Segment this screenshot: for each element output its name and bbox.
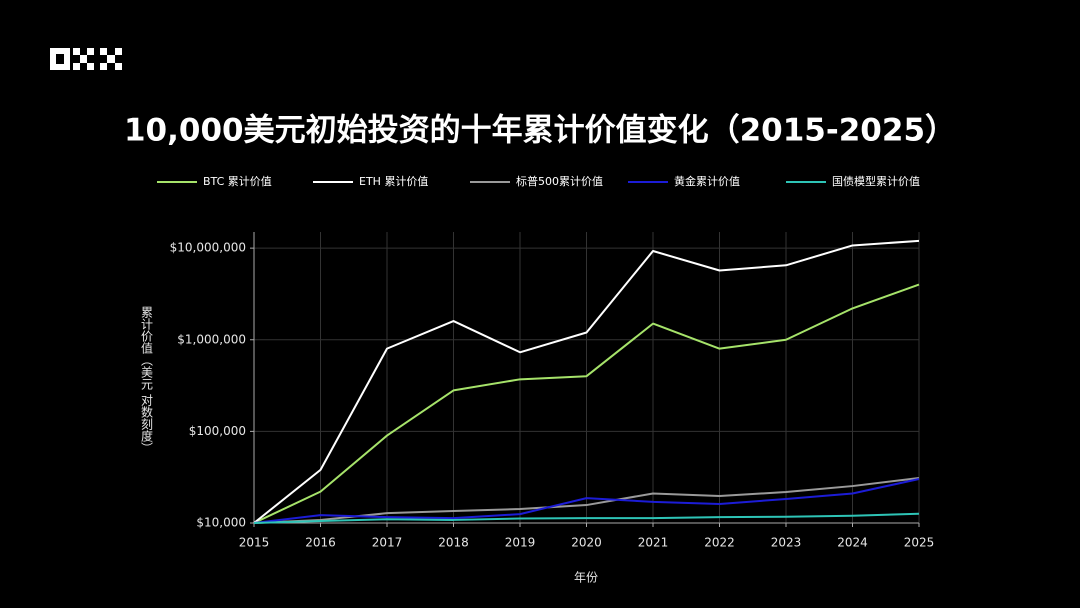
y-axis-label: 累计价值（美元 对数刻度）	[140, 306, 154, 454]
x-axis-label: 年份	[574, 571, 598, 585]
logo-block	[73, 48, 80, 55]
series-line	[253, 478, 920, 524]
logo-o-hole	[56, 54, 64, 64]
logo-block	[87, 48, 94, 55]
chart-title: 10,000美元初始投资的十年累计价值变化（2015-2025）	[124, 113, 956, 149]
series-line	[253, 239, 920, 524]
x-tick-label: 2018	[438, 536, 469, 550]
x-tick-label: 2021	[638, 536, 669, 550]
x-tick-label: 2022	[704, 536, 735, 550]
legend-label: 标普500累计价值	[516, 174, 603, 188]
legend-label: 国债模型累计价值	[832, 174, 920, 188]
y-tick-label: $10,000	[196, 516, 246, 530]
legend-label: BTC 累计价值	[203, 175, 272, 188]
legend-label: ETH 累计价值	[359, 175, 428, 188]
x-tick-label: 2020	[571, 536, 602, 550]
y-tick-label: $100,000	[189, 424, 246, 438]
x-tick-label: 2023	[771, 536, 802, 550]
x-tick-label: 2025	[904, 536, 935, 550]
logo-block	[100, 48, 107, 55]
okx-logo	[50, 48, 122, 70]
x-tick-label: 2024	[837, 536, 868, 550]
logo-block	[100, 63, 107, 70]
x-tick-label: 2016	[305, 536, 336, 550]
logo-block	[107, 55, 115, 63]
logo-block	[73, 63, 80, 70]
legend-label: 黄金累计价值	[674, 174, 740, 188]
x-tick-label: 2015	[239, 536, 270, 550]
logo-block	[115, 63, 122, 70]
x-tick-label: 2017	[372, 536, 403, 550]
logo-block	[87, 63, 94, 70]
series-line	[253, 512, 920, 524]
y-tick-label: $10,000,000	[170, 241, 246, 255]
y-tick-label: $1,000,000	[177, 332, 246, 346]
logo-block	[115, 48, 122, 55]
logo-block	[80, 55, 87, 63]
x-tick-label: 2019	[505, 536, 536, 550]
series-line	[253, 283, 920, 524]
